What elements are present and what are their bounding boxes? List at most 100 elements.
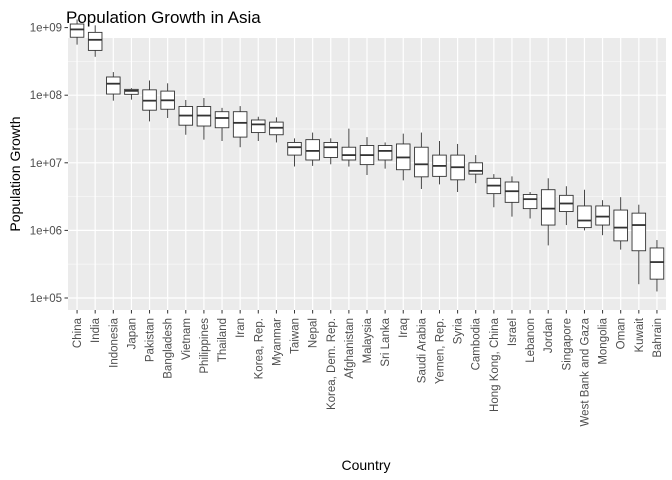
box-1	[69, 19, 85, 45]
box-iqr	[377, 145, 393, 161]
box-16	[341, 128, 357, 167]
box-3	[106, 72, 121, 101]
box-iqr	[87, 31, 103, 51]
x-tick-label: Malaysia	[362, 317, 374, 363]
box-13	[287, 138, 302, 167]
box-11	[251, 116, 266, 142]
box-30	[595, 200, 610, 236]
box-4	[124, 88, 139, 100]
x-tick-label: Cambodia	[471, 317, 483, 370]
box-iqr	[577, 205, 592, 229]
box-iqr	[631, 212, 647, 252]
x-tick-label: Iraq	[398, 318, 410, 338]
x-tick-label: Lebanon	[525, 318, 537, 363]
box-iqr	[468, 162, 483, 175]
box-iqr	[504, 181, 520, 203]
x-tick-label: Philippines	[199, 318, 211, 374]
box-8	[196, 97, 212, 140]
box-iqr	[323, 142, 339, 158]
x-tick-label: Vietnam	[181, 318, 193, 360]
x-tick-label: Israel	[507, 318, 519, 346]
box-15	[323, 138, 339, 165]
box-32	[631, 204, 647, 285]
x-axis-title: Country	[341, 457, 390, 473]
box-iqr	[287, 142, 302, 156]
y-tick-label: 1e+06	[30, 225, 62, 237]
box-24	[486, 174, 502, 208]
box-19	[395, 133, 411, 181]
x-tick-label: Bahrain	[652, 318, 664, 358]
y-tick-label: 1e+07	[30, 158, 62, 170]
x-tick-label: Saudi Arabia	[416, 317, 428, 383]
box-22	[450, 143, 465, 192]
x-tick-label: Nepal	[308, 318, 320, 348]
box-iqr	[232, 111, 248, 138]
box-iqr	[214, 111, 230, 129]
x-tick-label: Yemen, Rep.	[434, 318, 446, 384]
box-9	[214, 107, 230, 142]
x-tick-label: Kuwait	[634, 317, 646, 352]
box-iqr	[341, 146, 357, 161]
box-iqr	[124, 88, 139, 95]
y-axis: 1e+05 1e+06 1e+07 1e+08 1e+09	[30, 23, 68, 305]
box-10	[232, 106, 248, 148]
x-tick-label: Sri Lanka	[380, 317, 392, 366]
box-iqr	[540, 189, 556, 226]
box-6	[160, 83, 175, 118]
box-23	[468, 155, 483, 184]
box-29	[577, 189, 592, 231]
box-iqr	[69, 23, 85, 38]
x-tick-label: India	[90, 317, 102, 343]
x-tick-label: Indonesia	[108, 317, 120, 367]
box-27	[540, 178, 556, 246]
box-12	[269, 117, 284, 143]
x-tick-label: Japan	[126, 318, 138, 349]
y-tick-label: 1e+08	[30, 90, 62, 102]
y-tick-label: 1e+05	[30, 293, 62, 305]
x-tick-label: Taiwan	[290, 318, 302, 354]
box-14	[305, 132, 320, 166]
box-iqr	[106, 76, 121, 95]
x-tick-label: West Bank and Gaza	[579, 317, 591, 426]
box-7	[178, 99, 194, 135]
x-tick-label: Mongolia	[598, 317, 610, 364]
x-tick-label: Iran	[235, 318, 247, 338]
box-18	[377, 142, 393, 169]
x-tick-label: Singapore	[561, 318, 573, 370]
box-17	[359, 137, 375, 175]
box-33	[649, 240, 665, 292]
x-tick-label: Jordan	[543, 318, 555, 353]
box-iqr	[305, 139, 320, 161]
box-5	[142, 80, 157, 122]
x-axis: China India Indonesia Japan Pakistan Banglade…	[72, 310, 664, 426]
box-2	[87, 25, 103, 57]
box-31	[613, 197, 628, 250]
x-tick-label: Thailand	[217, 318, 229, 362]
x-tick-label: Pakistan	[145, 318, 157, 362]
box-28	[559, 186, 574, 226]
box-iqr	[414, 146, 429, 178]
box-25	[504, 176, 520, 217]
box-iqr	[613, 209, 628, 242]
x-tick-label: Korea, Dem. Rep.	[326, 318, 338, 410]
x-tick-label: Myanmar	[271, 318, 283, 366]
y-tick-label: 1e+09	[30, 23, 62, 35]
x-tick-label: Afghanistan	[344, 318, 356, 379]
x-tick-label: Korea, Rep.	[253, 318, 265, 379]
x-tick-label: Syria	[453, 317, 465, 344]
x-tick-label: Bangladesh	[163, 318, 175, 379]
boxes-layer	[69, 19, 665, 292]
box-iqr	[649, 247, 665, 280]
x-tick-label: Oman	[616, 318, 628, 349]
box-iqr	[595, 205, 610, 226]
box-iqr	[251, 119, 266, 134]
box-21	[432, 141, 447, 185]
box-20	[414, 132, 429, 189]
y-axis-title: Population Growth	[7, 116, 23, 231]
x-tick-label: Hong Kong, China	[489, 317, 501, 412]
box-26	[522, 191, 538, 219]
box-iqr	[522, 194, 538, 210]
chart-title: Population Growth in Asia	[66, 8, 261, 27]
x-tick-label: China	[72, 317, 84, 348]
